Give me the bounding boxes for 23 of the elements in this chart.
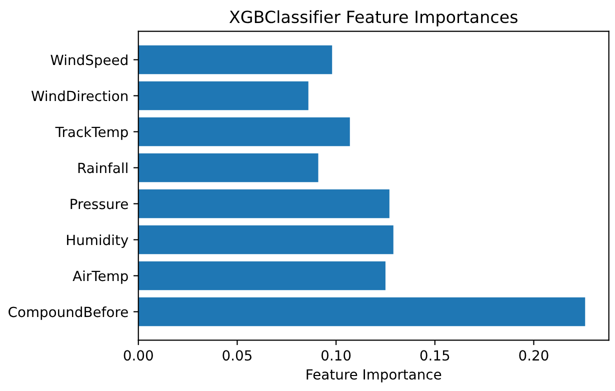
bar bbox=[138, 45, 332, 74]
x-axis-title: Feature Importance bbox=[306, 369, 442, 382]
bar bbox=[138, 297, 586, 326]
bar bbox=[138, 153, 318, 182]
bar bbox=[138, 81, 308, 110]
y-tick-label: Rainfall bbox=[78, 162, 128, 174]
bar bbox=[138, 225, 394, 254]
y-tick-label: TrackTemp bbox=[55, 126, 128, 140]
x-tick-label: 0.00 bbox=[124, 350, 153, 361]
y-tick-label: Pressure bbox=[70, 198, 128, 210]
y-tick-label: CompoundBefore bbox=[8, 306, 128, 320]
bar bbox=[138, 117, 350, 146]
x-tick-label: 0.10 bbox=[322, 350, 351, 361]
y-tick-label: AirTemp bbox=[72, 270, 128, 284]
y-tick-label: WindSpeed bbox=[50, 54, 128, 68]
x-tick-label: 0.20 bbox=[519, 350, 548, 361]
x-tick-label: 0.05 bbox=[222, 350, 252, 361]
y-tick-label: Humidity bbox=[67, 234, 128, 248]
chart-title: XGBClassifier Feature Importances bbox=[229, 10, 518, 26]
y-tick-label: WindDirection bbox=[31, 90, 128, 102]
bar bbox=[138, 189, 390, 218]
x-tick-label: 0.15 bbox=[420, 350, 450, 361]
bar bbox=[138, 261, 386, 290]
